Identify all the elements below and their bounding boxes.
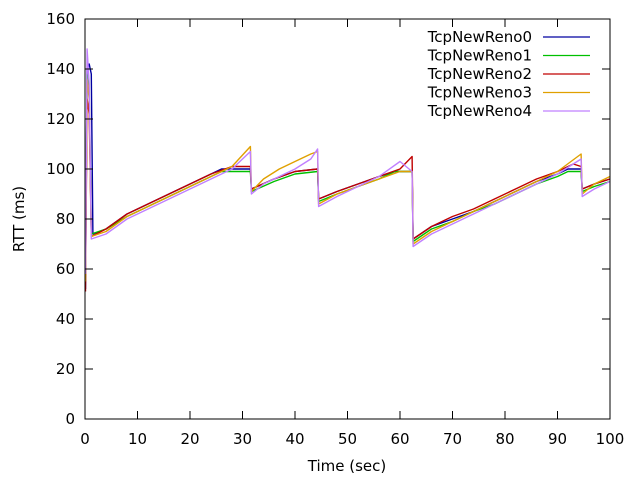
x-axis-label: Time (sec) — [307, 457, 386, 475]
legend-label: TcpNewReno1 — [427, 47, 532, 65]
y-tick-label: 120 — [46, 110, 75, 128]
x-tick-label: 60 — [390, 430, 409, 448]
y-tick-label: 140 — [46, 60, 75, 78]
x-tick-label: 20 — [180, 430, 199, 448]
x-tick-label: 0 — [80, 430, 90, 448]
legend-label: TcpNewReno3 — [427, 84, 532, 102]
x-tick-label: 40 — [285, 430, 304, 448]
y-axis-label: RTT (ms) — [10, 186, 28, 252]
y-tick-label: 60 — [56, 260, 75, 278]
x-tick-label: 10 — [128, 430, 147, 448]
x-tick-label: 70 — [443, 430, 462, 448]
ticks-layer: 0 10 20 30 40 50 60 70 80 90 100 0 20 40 60 80 100 120 140… — [46, 10, 624, 448]
y-tick-label: 20 — [56, 360, 75, 378]
y-tick-label: 40 — [56, 310, 75, 328]
x-tick-label: 30 — [233, 430, 252, 448]
x-tick-label: 90 — [548, 430, 567, 448]
x-tick-label: 50 — [338, 430, 357, 448]
legend-label: TcpNewReno0 — [427, 28, 532, 46]
legend-label: TcpNewReno2 — [427, 65, 532, 83]
y-tick-label: 80 — [56, 210, 75, 228]
x-tick-label: 80 — [495, 430, 514, 448]
y-tick-label: 0 — [65, 410, 75, 428]
x-tick-label: 100 — [596, 430, 625, 448]
y-tick-label: 100 — [46, 160, 75, 178]
series-line-tcpnewreno2 — [84, 98, 611, 292]
series-layer — [84, 48, 611, 292]
y-tick-label: 160 — [46, 10, 75, 28]
series-line-tcpnewreno4 — [84, 48, 611, 275]
legend-label: TcpNewReno4 — [427, 102, 532, 120]
legend: TcpNewReno0TcpNewReno1TcpNewReno2TcpNewR… — [427, 28, 590, 120]
